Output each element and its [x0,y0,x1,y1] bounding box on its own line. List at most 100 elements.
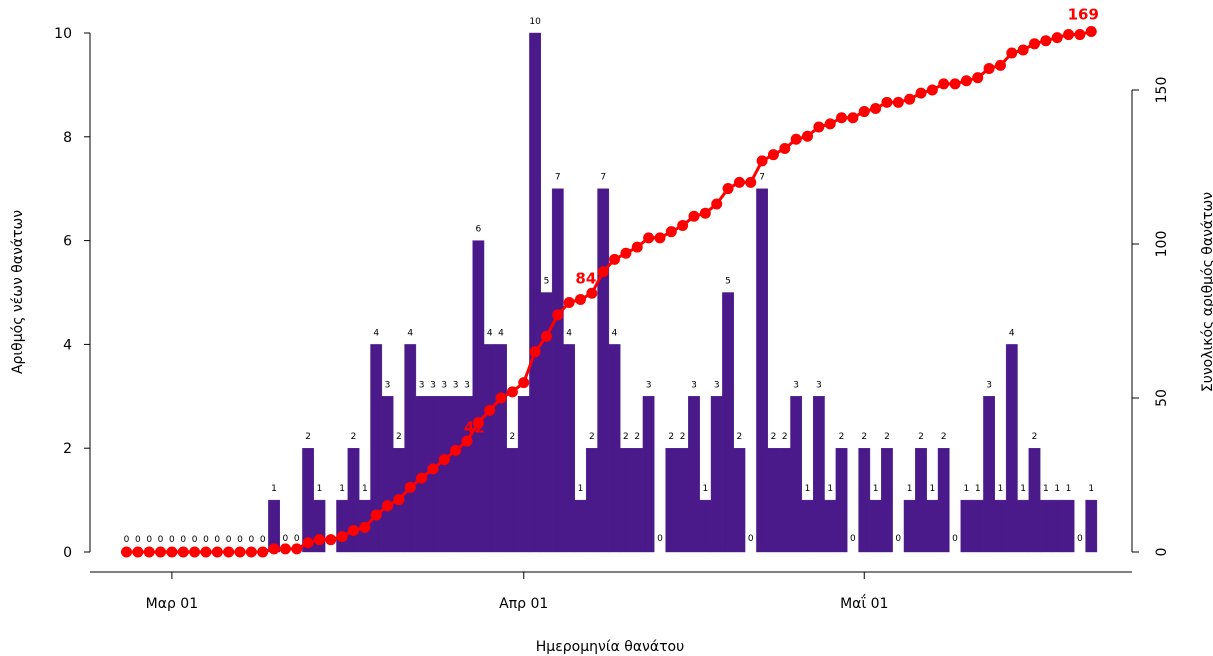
bar-value-label: 2 [918,432,924,442]
cumulative-point [279,543,291,555]
cumulative-point [813,121,825,133]
cumulative-point [450,444,462,456]
bar [585,448,598,553]
cumulative-point [824,118,836,130]
bar [563,344,576,553]
bar-value-label: 2 [941,432,947,442]
cumulative-point [370,509,382,521]
bar-value-label: 0 [124,535,130,545]
bar-value-label: 4 [487,328,493,338]
bar-value-label: 2 [680,432,686,442]
bar-value-label: 0 [158,535,164,545]
cumulative-point [529,346,541,358]
cumulative-point [597,266,609,278]
cumulative-point [223,546,235,558]
bar-value-label: 0 [283,534,289,544]
cumulative-point [143,546,155,558]
cumulative-point [858,106,870,118]
cumulative-point [552,309,564,321]
cumulative-point [767,149,779,161]
bar [302,448,314,553]
bar-value-label: 0 [192,535,198,545]
y2-tick-label: 0 [1154,548,1170,557]
cumulative-point [870,102,882,114]
bar [937,448,950,553]
cumulative-point [177,546,189,558]
bars [268,32,1098,553]
bar [404,344,417,553]
bar-value-label: 7 [759,173,765,183]
cumulative-point [393,494,405,506]
bar-value-label: 0 [850,534,856,544]
bar-value-label: 1 [964,484,970,494]
bar [881,448,893,553]
cumulative-point [472,417,484,429]
bar-value-label: 1 [907,484,913,494]
bar [529,32,541,553]
cumulative-point [609,253,621,265]
cumulative-point [1074,29,1086,41]
bar-value-label: 4 [1009,328,1015,338]
bar-value-label: 0 [226,535,232,545]
cumulative-point [211,546,223,558]
y-tick-label: 10 [54,26,72,42]
bar [449,396,462,553]
bar [347,448,360,553]
bar [642,396,655,553]
bar-value-label: 2 [839,432,845,442]
cumulative-point [960,75,972,87]
bar-value-label: 0 [294,534,300,544]
cumulative-point [325,534,337,546]
bar-value-label: 1 [1054,484,1060,494]
bar [438,396,451,553]
bar-value-label: 7 [600,173,606,183]
bar-value-label: 4 [498,328,504,338]
cumulative-point [132,546,144,558]
cumulative-point [586,287,598,299]
cumulative-point [200,546,212,558]
bar-value-label: 2 [1032,432,1038,442]
bar-value-label: 0 [260,535,266,545]
bar-value-label: 3 [646,380,652,390]
bar-labels: 0000000000000100210121432433333644231057… [124,17,1094,545]
bar-value-label: 6 [475,225,481,235]
bar-value-label: 4 [407,328,413,338]
bar [869,499,882,553]
bar-value-label: 3 [816,380,822,390]
cumulative-point [699,207,711,219]
bar [1085,499,1098,553]
bar [1051,499,1064,553]
bar-value-label: 3 [419,380,425,390]
bar-value-label: 3 [793,380,799,390]
bar [676,448,689,553]
bar-value-label: 4 [373,328,379,338]
bar [597,188,610,553]
bar [824,499,837,553]
cumulative-point [790,133,802,145]
bar-value-label: 5 [725,277,731,287]
cumulative-point [779,143,791,155]
cumulative-point [359,521,371,533]
bar [551,188,564,553]
bar-value-label: 1 [975,484,981,494]
cumulative-annotation: 84 [575,269,596,287]
cumulative-point [938,78,950,90]
bar [858,448,871,553]
bar-value-label: 3 [441,380,447,390]
bar-value-label: 1 [827,484,833,494]
cumulative-point [677,220,689,232]
bar-value-label: 0 [214,535,220,545]
bar [483,344,496,553]
cumulative-annotation: 169 [1068,5,1099,23]
bar-value-label: 0 [248,535,254,545]
bar-value-label: 1 [362,484,368,494]
cumulative-point [518,377,530,389]
cumulative-point [1085,25,1097,37]
cumulative-point [461,435,473,447]
cumulative-point [484,404,496,416]
bar [971,499,984,553]
bar [733,448,746,553]
cumulative-point [733,176,745,188]
bar-value-label: 5 [544,277,550,287]
cumulative-point [1006,47,1018,59]
